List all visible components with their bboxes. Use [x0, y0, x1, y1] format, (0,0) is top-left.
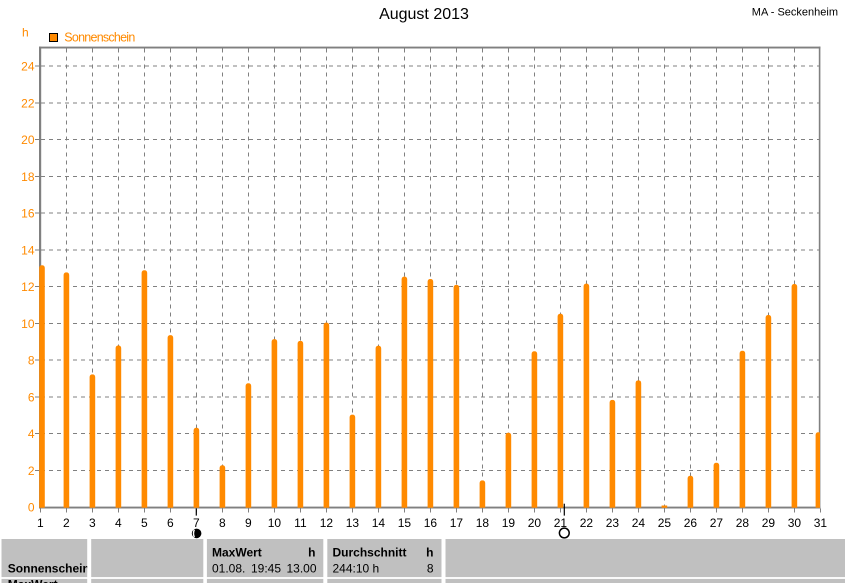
- svg-text:Sonnenschein: Sonnenschein: [8, 562, 90, 576]
- svg-text:28: 28: [736, 516, 750, 530]
- svg-text:22: 22: [580, 516, 594, 530]
- svg-text:17: 17: [450, 516, 464, 530]
- svg-text:MaxWert: MaxWert: [212, 546, 262, 560]
- svg-text:7: 7: [193, 516, 200, 530]
- svg-text:26: 26: [684, 516, 698, 530]
- svg-text:1: 1: [37, 516, 44, 530]
- svg-text:11: 11: [294, 516, 307, 530]
- svg-text:22: 22: [21, 96, 35, 110]
- svg-text:19: 19: [502, 516, 516, 530]
- svg-text:2: 2: [63, 516, 70, 530]
- svg-text:16: 16: [424, 516, 438, 530]
- svg-text:8: 8: [427, 562, 434, 576]
- svg-text:15: 15: [398, 516, 412, 530]
- svg-text:h: h: [426, 546, 433, 560]
- svg-text:4: 4: [115, 516, 122, 530]
- svg-text:20: 20: [21, 133, 35, 147]
- svg-text:3: 3: [89, 516, 96, 530]
- svg-text:18: 18: [476, 516, 490, 530]
- svg-text:h: h: [22, 26, 29, 40]
- svg-text:14: 14: [21, 243, 35, 257]
- svg-text:9: 9: [245, 516, 252, 530]
- svg-text:Durchschnitt: Durchschnitt: [333, 546, 407, 560]
- svg-text:01.08.: 01.08.: [212, 562, 245, 576]
- svg-text:August 2013: August 2013: [379, 6, 469, 23]
- svg-text:MA - Seckenheim: MA - Seckenheim: [752, 7, 838, 19]
- svg-text:30: 30: [788, 516, 802, 530]
- svg-text:21: 21: [554, 516, 568, 530]
- svg-text:14: 14: [372, 516, 386, 530]
- svg-text:Sonnenschein: Sonnenschein: [64, 31, 135, 45]
- svg-text:29: 29: [762, 516, 776, 530]
- svg-text:6: 6: [167, 516, 174, 530]
- svg-text:MaxWert: MaxWert: [8, 578, 58, 583]
- svg-text:10: 10: [268, 516, 282, 530]
- svg-text:8: 8: [219, 516, 226, 530]
- svg-text:4: 4: [28, 427, 35, 441]
- svg-text:8: 8: [28, 354, 35, 368]
- svg-text:31: 31: [814, 516, 828, 530]
- svg-text:12: 12: [21, 280, 35, 294]
- svg-text:20: 20: [528, 516, 542, 530]
- svg-text:19:45: 19:45: [251, 562, 281, 576]
- svg-text:23: 23: [606, 516, 620, 530]
- svg-text:24: 24: [632, 516, 646, 530]
- svg-text:27: 27: [710, 516, 724, 530]
- svg-text:5: 5: [141, 516, 148, 530]
- svg-text:6: 6: [28, 390, 35, 404]
- svg-text:10: 10: [21, 317, 35, 331]
- svg-text:13: 13: [346, 516, 360, 530]
- svg-text:2: 2: [28, 464, 35, 478]
- svg-text:18: 18: [21, 170, 35, 184]
- svg-text:12: 12: [320, 516, 334, 530]
- svg-text:244:10 h: 244:10 h: [333, 562, 380, 576]
- svg-text:16: 16: [21, 207, 35, 221]
- svg-text:25: 25: [658, 516, 672, 530]
- svg-text:13.00: 13.00: [286, 562, 316, 576]
- svg-text:h: h: [308, 546, 315, 560]
- svg-text:0: 0: [28, 501, 35, 515]
- svg-text:24: 24: [21, 60, 35, 74]
